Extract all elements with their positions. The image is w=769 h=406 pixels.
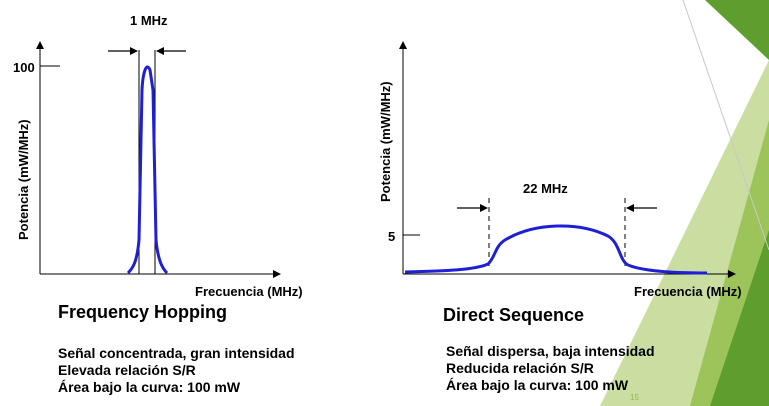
ds-x-axis-label: Frecuencia (MHz) xyxy=(634,284,742,299)
fh-y-axis-label: Potencia (mW/MHz) xyxy=(16,119,31,240)
fh-bandwidth-label: 1 MHz xyxy=(130,13,168,28)
ds-desc-line-3: Área bajo la curva: 100 mW xyxy=(446,377,629,393)
fh-title: Frequency Hopping xyxy=(58,302,228,322)
decor-triangle-dark-top xyxy=(705,0,769,60)
fh-signal-curve xyxy=(126,65,169,275)
decor-line xyxy=(682,0,769,251)
ds-bandwidth-label: 22 MHz xyxy=(523,181,568,196)
ds-desc-line-2: Reducida relación S/R xyxy=(446,360,594,376)
ds-desc-line-1: Señal dispersa, baja intensidad xyxy=(446,343,655,359)
ds-title: Direct Sequence xyxy=(443,305,585,325)
ds-diagram: 5 22 MHz Potencia (mW/MHz) Frecuencia (M… xyxy=(378,41,742,299)
ds-description: Señal dispersa, baja intensidad Reducida… xyxy=(446,343,655,394)
ds-y-tick-label: 5 xyxy=(388,229,395,244)
fh-x-axis-label: Frecuencia (MHz) xyxy=(195,284,303,299)
ds-signal-curve xyxy=(404,224,708,275)
corner-decoration xyxy=(600,0,769,406)
fh-desc-line-2: Elevada relación S/R xyxy=(58,362,196,378)
fh-y-tick-label: 100 xyxy=(13,60,35,75)
fh-desc-line-3: Área bajo la curva: 100 mW xyxy=(58,379,241,395)
fh-desc-line-1: Señal concentrada, gran intensidad xyxy=(58,345,295,361)
fh-diagram: 100 1 MHz Potencia (mW/MHz) Frecuencia (… xyxy=(13,13,303,299)
slide-number: 15 xyxy=(630,393,639,402)
decor-triangle-dark-bottom xyxy=(710,230,769,406)
ds-y-axis-label: Potencia (mW/MHz) xyxy=(378,81,393,202)
fh-description: Señal concentrada, gran intensidad Eleva… xyxy=(58,345,295,396)
